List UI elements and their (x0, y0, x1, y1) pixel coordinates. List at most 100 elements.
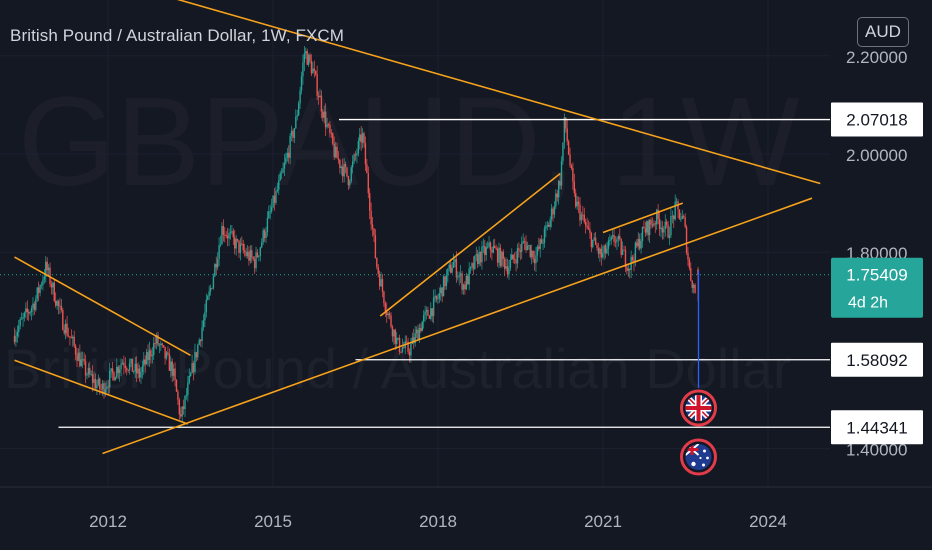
candle-body (546, 224, 549, 227)
candle-body (39, 285, 41, 293)
candle-body (90, 374, 92, 375)
candle-body (74, 345, 77, 355)
candle-body (241, 243, 243, 245)
time-tick-label: 2015 (254, 512, 292, 531)
candle-body (157, 335, 159, 346)
candle-body (282, 168, 284, 173)
trendline[interactable] (14, 359, 189, 425)
candle-body (22, 316, 24, 319)
candle-body (447, 268, 449, 275)
candle-body (509, 259, 512, 268)
candle-body (408, 351, 411, 356)
candle-body (231, 231, 233, 233)
candle-body (586, 225, 588, 228)
candle-body (261, 242, 263, 248)
candle-body (59, 305, 61, 307)
candle-body (529, 245, 531, 257)
candle-body (158, 345, 161, 346)
candle-body (660, 227, 662, 230)
candle-body (664, 221, 666, 229)
price-level-label-box[interactable] (831, 410, 923, 445)
candle-body (458, 275, 460, 277)
candle-body (633, 260, 635, 263)
time-axis[interactable]: 2012 2015 2018 2021 2024 (0, 486, 932, 531)
drawings-layer[interactable] (0, 0, 830, 455)
candle-body (288, 152, 290, 158)
candle-body (245, 252, 247, 256)
candle-body (202, 320, 205, 328)
candle-body (89, 367, 91, 375)
candle-body (188, 375, 190, 383)
candle-body (354, 154, 357, 156)
australia-flag-icon[interactable] (680, 438, 717, 476)
price-axis-background (830, 0, 932, 487)
candle-body (50, 284, 53, 288)
candle-body (528, 245, 530, 247)
candle-body (312, 68, 314, 74)
candle-body (305, 51, 307, 54)
price-level-label-box[interactable] (831, 342, 923, 377)
candle-body (501, 251, 503, 266)
candle-body (313, 68, 315, 71)
candle-body (60, 305, 63, 311)
candle-body (383, 291, 385, 304)
candle-body (182, 406, 185, 409)
candle-body (135, 363, 138, 374)
candle-body (597, 248, 600, 254)
trendline[interactable] (379, 173, 561, 317)
candle-body (400, 351, 402, 353)
trendline[interactable] (102, 197, 813, 455)
price-level-label-box[interactable] (831, 102, 923, 137)
candle-body (243, 250, 246, 253)
candle-body (106, 386, 108, 389)
event-icons-layer[interactable] (680, 389, 717, 476)
candle-body (594, 237, 597, 245)
candle-body (57, 300, 60, 307)
candle-body (16, 331, 19, 337)
candle-body (347, 176, 350, 186)
candle-body (316, 74, 318, 96)
candle-body (494, 245, 496, 249)
candle-body (596, 244, 598, 249)
candle-body (644, 228, 647, 233)
candle-body (117, 366, 119, 374)
candle-body (374, 235, 377, 258)
candle-body (420, 327, 422, 332)
candle-body (647, 221, 649, 236)
uk-flag-icon[interactable] (680, 389, 717, 427)
candle-body (219, 244, 222, 246)
price-tick-label: 2.20000 (846, 48, 907, 67)
candle-body (192, 363, 195, 373)
candle-body (147, 352, 149, 360)
candle-body (539, 239, 541, 249)
bar-countdown-label: 4d 2h (848, 295, 888, 312)
candle-body (492, 245, 495, 253)
trendline[interactable] (602, 202, 684, 234)
candle-body (489, 242, 492, 251)
candle-body (302, 62, 304, 77)
candle-body (225, 235, 227, 236)
candle-body (248, 251, 250, 261)
trendline[interactable] (14, 256, 191, 357)
candle-body (405, 341, 408, 343)
candle-body (506, 266, 509, 275)
trendline[interactable] (15, 0, 821, 185)
candle-body (627, 268, 629, 271)
candle-body (229, 232, 232, 233)
candle-body (28, 312, 30, 314)
candle-body (214, 264, 216, 277)
candle-body (218, 245, 220, 260)
candle-body (211, 288, 213, 289)
candle-body (536, 246, 539, 256)
candle-body (13, 335, 16, 343)
candle-body (525, 241, 527, 251)
candle-body (636, 242, 638, 247)
candle-body (417, 329, 419, 340)
currency-button[interactable]: AUD (857, 17, 909, 47)
current-price-label-box[interactable] (831, 257, 923, 318)
candle-body (329, 124, 331, 134)
price-axis[interactable]: 2.200002.000001.800001.400002.070181.580… (830, 0, 932, 487)
candle-body (462, 284, 465, 290)
candle-body (623, 249, 625, 251)
